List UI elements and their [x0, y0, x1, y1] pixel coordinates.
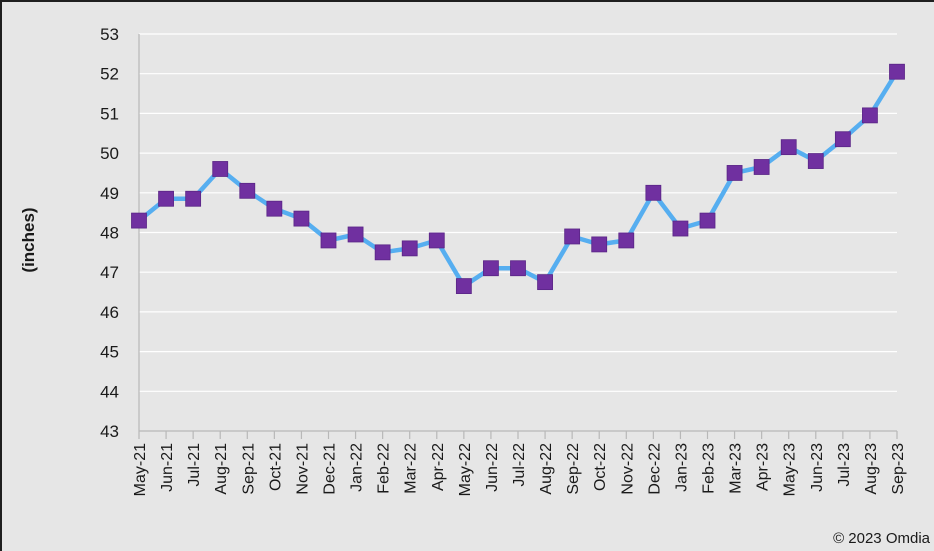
data-point — [834, 131, 851, 148]
data-point — [212, 161, 229, 177]
x-tick-label: Apr-23 — [755, 443, 772, 491]
data-point — [293, 210, 310, 227]
x-tick-label: Feb-23 — [701, 443, 718, 494]
x-tick-label: Jul-23 — [836, 443, 853, 487]
y-tick-label: 52 — [100, 65, 119, 84]
x-tick-label: Aug-22 — [538, 443, 555, 495]
data-point — [510, 260, 526, 277]
data-point — [780, 139, 797, 156]
x-tick-label: Sep-22 — [565, 443, 582, 495]
data-point — [618, 232, 635, 249]
data-point — [320, 232, 337, 249]
x-tick-label: Nov-22 — [619, 443, 636, 495]
y-tick-label: 44 — [100, 382, 119, 401]
data-point — [645, 184, 662, 201]
data-point — [401, 240, 418, 257]
data-point — [131, 212, 147, 229]
data-point — [266, 200, 283, 217]
y-tick-label: 46 — [100, 303, 119, 322]
x-tick-label: Nov-21 — [294, 443, 311, 495]
y-tick-label: 53 — [100, 25, 119, 44]
data-point — [753, 159, 770, 175]
x-tick-label: Apr-22 — [430, 443, 447, 491]
x-tick-label: Sep-21 — [240, 443, 257, 495]
series-line — [137, 70, 899, 289]
x-tick-label: Sep-23 — [890, 443, 907, 495]
data-point — [672, 220, 689, 237]
data-point — [347, 226, 364, 243]
data-point — [158, 190, 174, 207]
data-point — [374, 244, 391, 261]
x-tick-label: May-21 — [132, 443, 149, 496]
x-tick-label: Jan-23 — [673, 443, 690, 492]
y-tick-label: 49 — [100, 184, 119, 203]
x-tick-label: May-22 — [457, 443, 474, 496]
x-tick-label: Jul-22 — [511, 443, 528, 487]
x-tick-label: Jun-21 — [159, 443, 176, 492]
copyright-text: © 2023 Omdia — [833, 530, 930, 547]
y-tick-label: 47 — [100, 263, 119, 282]
x-tick-label: Jan-22 — [349, 443, 366, 492]
y-axis-label: (inches) — [19, 207, 38, 272]
data-point — [862, 107, 878, 124]
y-tick-label: 50 — [100, 144, 119, 163]
x-tick-label: Dec-21 — [322, 443, 339, 495]
x-tick-label: Mar-22 — [403, 443, 420, 494]
data-point — [185, 190, 202, 207]
data-point — [564, 228, 581, 245]
data-point — [428, 232, 445, 249]
x-tick-label: Jun-22 — [484, 443, 501, 492]
data-point — [537, 274, 553, 291]
x-tick-label: Aug-23 — [863, 443, 880, 495]
y-tick-label: 45 — [100, 343, 119, 362]
data-point — [591, 236, 608, 253]
data-point — [239, 182, 256, 199]
x-tick-label: Oct-21 — [267, 443, 284, 491]
x-tick-label: Aug-21 — [213, 443, 230, 495]
x-tick-label: Feb-22 — [376, 443, 393, 494]
y-tick-label: 48 — [100, 224, 119, 243]
x-tick-label: Oct-22 — [592, 443, 609, 491]
x-tick-label: Dec-22 — [646, 443, 663, 495]
data-point — [726, 165, 743, 181]
x-tick-label: Mar-23 — [728, 443, 745, 494]
y-tick-label: 51 — [100, 104, 119, 123]
data-point — [483, 260, 499, 277]
x-tick-label: May-23 — [782, 443, 799, 496]
y-tick-label: 43 — [100, 422, 119, 441]
data-point — [807, 153, 824, 169]
x-tick-label: Jul-21 — [186, 443, 203, 487]
x-tick-label: Jun-23 — [809, 443, 826, 492]
data-point — [455, 278, 472, 294]
data-point — [699, 212, 716, 229]
data-point — [889, 63, 905, 80]
